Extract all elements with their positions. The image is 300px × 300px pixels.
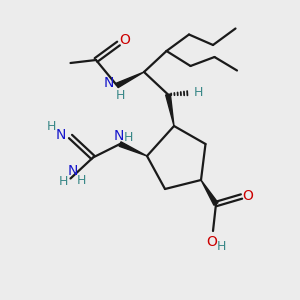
Polygon shape [119,142,147,156]
Text: N: N [68,164,78,178]
Text: N: N [56,128,66,142]
Text: O: O [206,235,217,248]
Text: H: H [47,120,57,134]
Text: N: N [103,76,114,90]
Text: H: H [77,173,87,187]
Text: H: H [194,86,203,99]
Text: H: H [217,240,226,254]
Text: O: O [243,190,254,203]
Polygon shape [201,180,218,205]
Text: H: H [59,175,69,188]
Text: N: N [113,129,124,142]
Text: H: H [115,88,125,102]
Polygon shape [166,94,174,126]
Text: O: O [120,34,130,47]
Text: H: H [124,131,133,144]
Polygon shape [116,72,144,88]
